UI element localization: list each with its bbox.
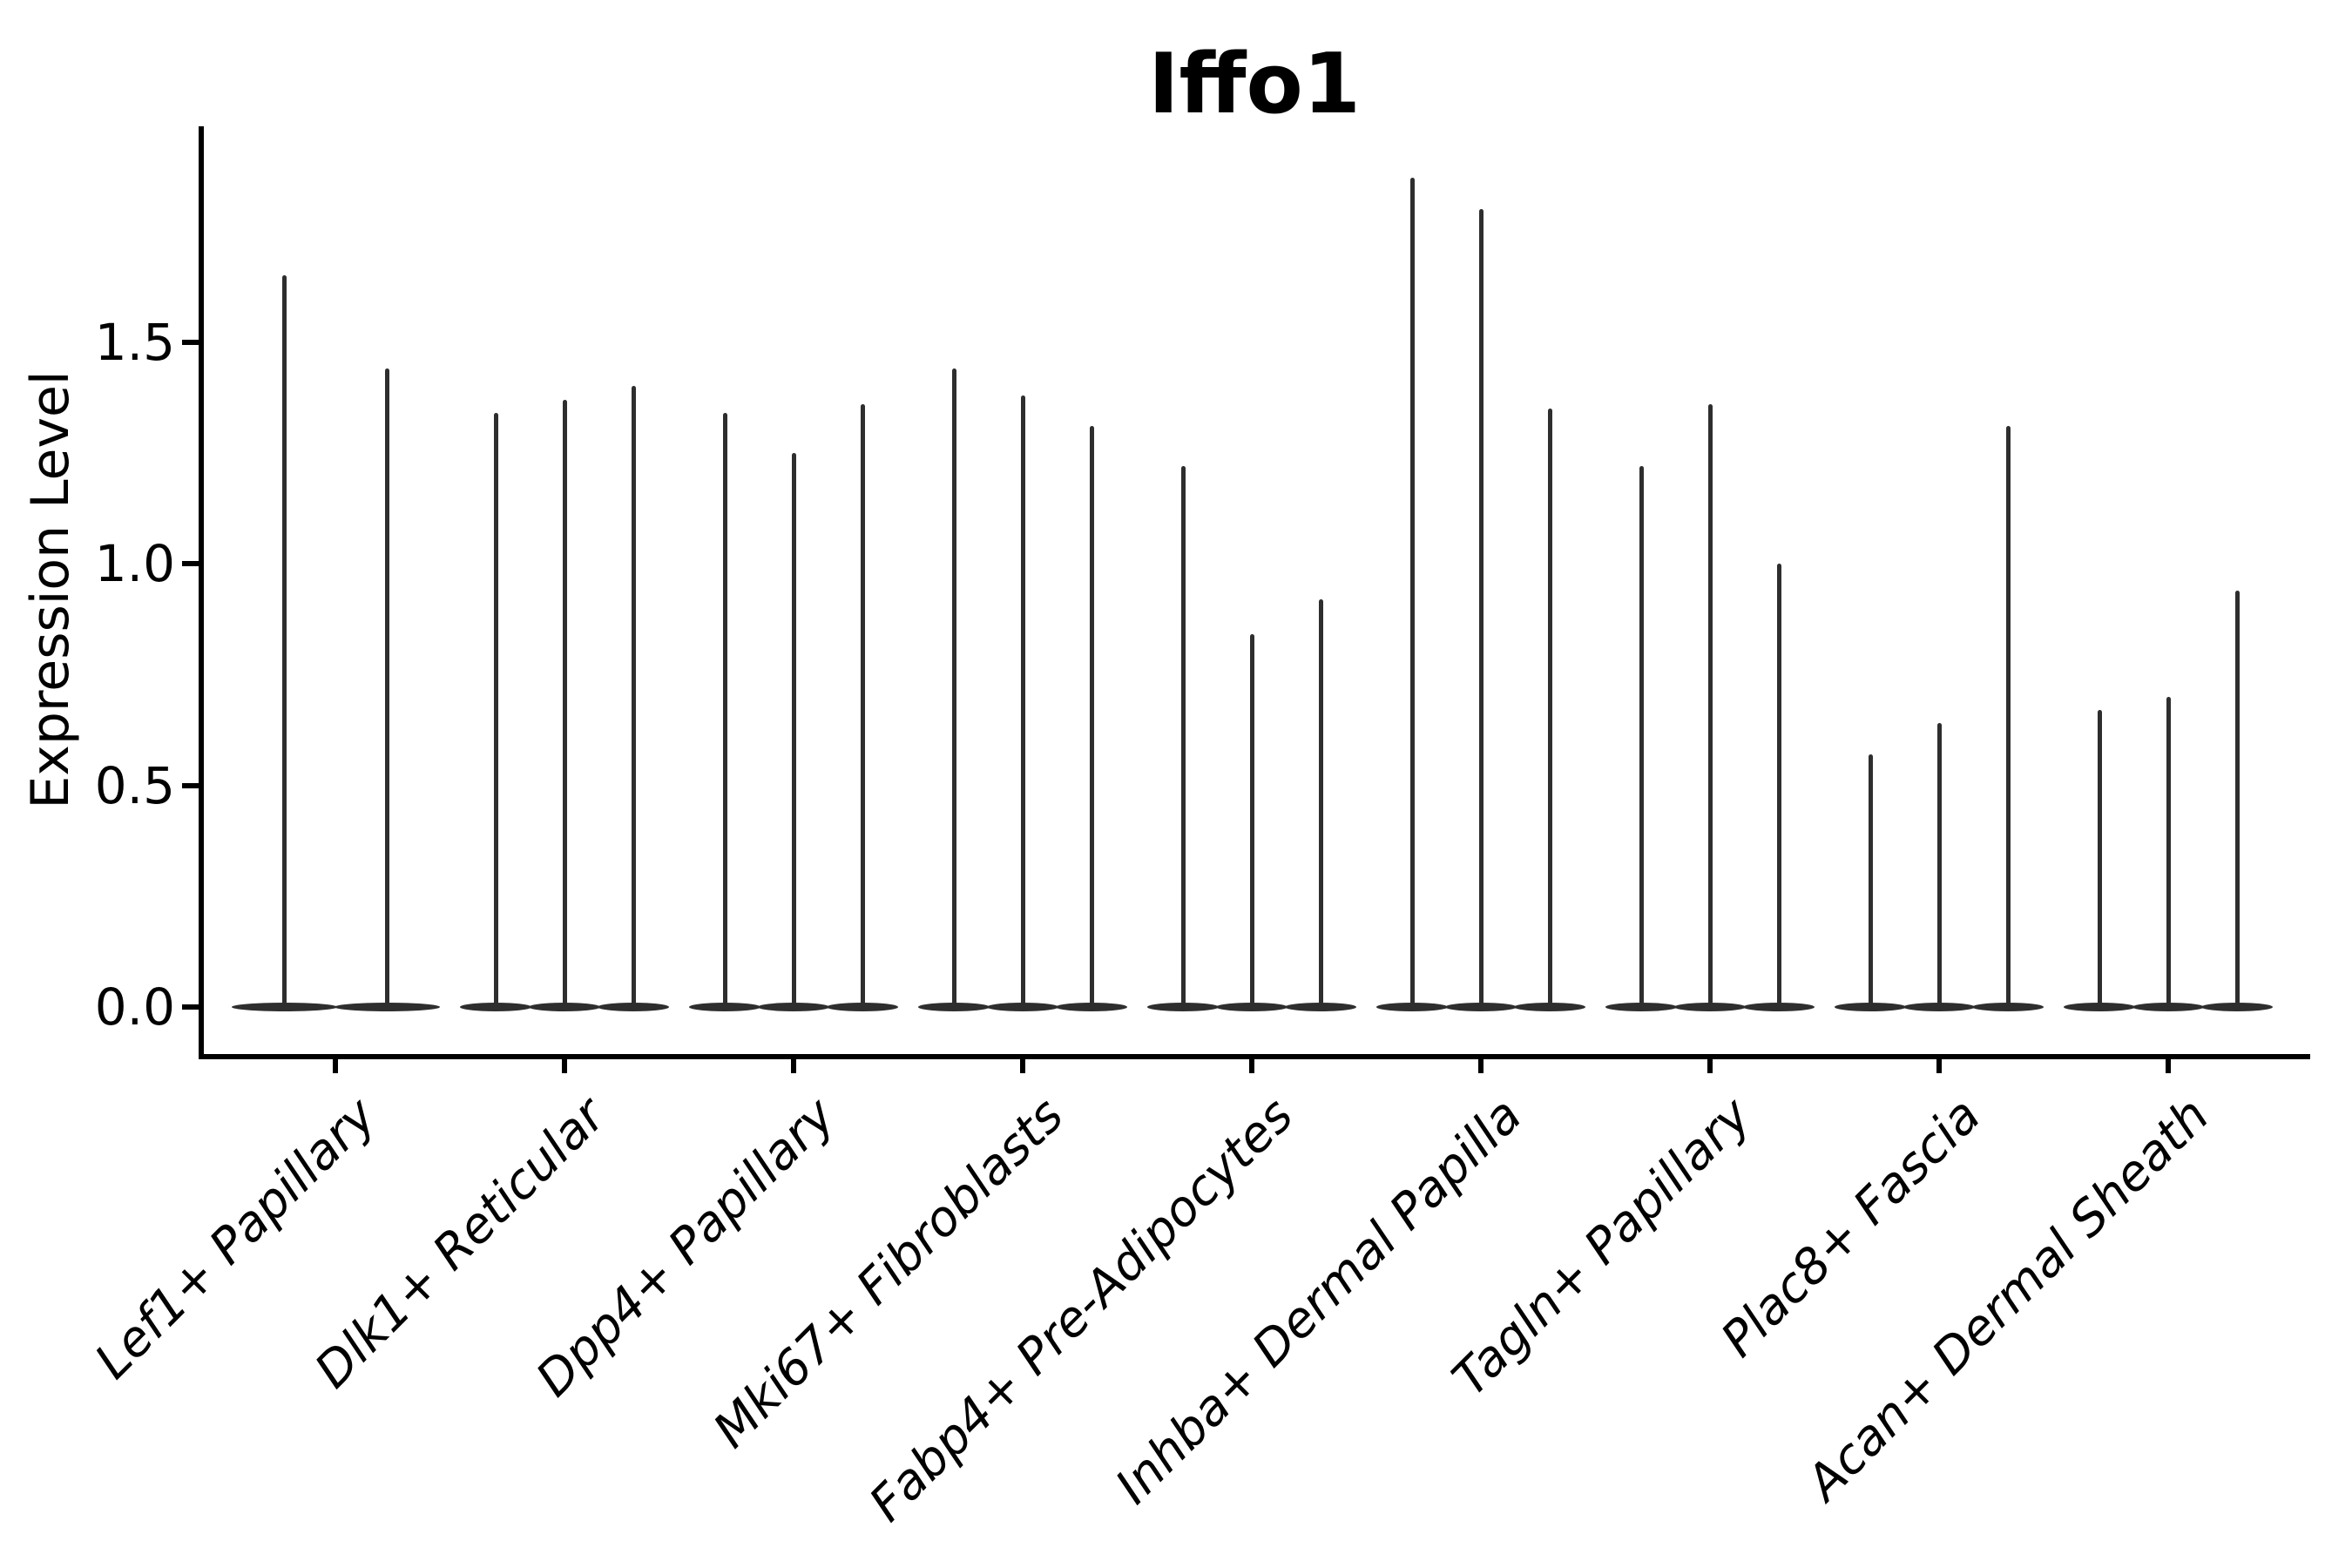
violin-spike: [1318, 598, 1323, 1009]
y-tick: [182, 339, 199, 345]
violin-spike: [2166, 696, 2171, 1009]
violin-spike: [791, 452, 796, 1009]
violin-spike: [1776, 564, 1781, 1009]
violin-spike: [951, 368, 956, 1009]
violin-spike: [1547, 408, 1552, 1009]
violin-spike: [1936, 723, 1942, 1009]
x-axis-spine: [199, 1054, 2310, 1059]
violin-spike: [1409, 178, 1415, 1009]
y-tick-label: 0.0: [94, 977, 175, 1037]
y-tick-label: 1.5: [94, 312, 175, 372]
violin-spike: [2005, 426, 2011, 1009]
violin-spike: [1639, 466, 1644, 1009]
y-tick: [182, 782, 199, 788]
violin-spike: [722, 412, 727, 1009]
x-tick: [1936, 1059, 1942, 1073]
violin-spike: [1249, 634, 1254, 1009]
y-tick: [182, 1004, 199, 1010]
violin-spike: [2234, 590, 2240, 1009]
y-tick: [182, 561, 199, 566]
x-tick: [333, 1059, 338, 1073]
violin-spike: [1180, 466, 1186, 1009]
x-axis-label: Inhba+ Dermal Papilla: [1105, 1087, 1533, 1516]
violin-spike: [384, 368, 389, 1009]
violin-spike: [1478, 208, 1484, 1009]
x-tick: [562, 1059, 567, 1073]
y-tick-label: 0.5: [94, 755, 175, 815]
violin-spike: [493, 412, 498, 1009]
x-tick: [1707, 1059, 1713, 1073]
violin-spike: [860, 403, 865, 1009]
violin-spike: [1020, 395, 1025, 1009]
violin-spike: [1089, 426, 1094, 1009]
x-tick: [1020, 1059, 1025, 1073]
x-tick: [1478, 1059, 1484, 1073]
violin-spike: [1868, 754, 1873, 1009]
violin-spike: [562, 399, 567, 1009]
violin-spike: [2097, 709, 2102, 1009]
x-tick: [1249, 1059, 1254, 1073]
violin-spike: [281, 275, 287, 1009]
y-tick-label: 1.0: [94, 534, 175, 593]
x-axis-label: Fabp4+ Pre-Adipocytes: [858, 1087, 1304, 1533]
violin-spike: [1707, 403, 1713, 1009]
violin-spike: [631, 386, 636, 1009]
x-tick: [2166, 1059, 2171, 1073]
x-axis-label: Acan+ Dermal Sheath: [1795, 1087, 2220, 1511]
chart-title: Iffo1: [1148, 37, 1361, 132]
y-axis-spine: [199, 126, 204, 1059]
x-tick: [791, 1059, 796, 1073]
